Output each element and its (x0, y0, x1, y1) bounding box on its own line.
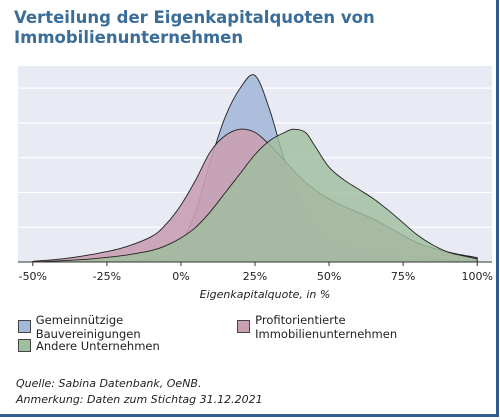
legend-item-gemeinnuetzige[interactable]: Gemeinnützige Bauvereinigungen (18, 313, 227, 341)
x-tick-label-4: 50% (317, 270, 341, 283)
chart-title: Verteilung der Eigenkapitalquoten von Im… (14, 8, 375, 47)
density-areas (32, 74, 478, 263)
legend-item-andere[interactable]: Andere Unternehmen (18, 339, 160, 353)
legend-swatch-andere (18, 339, 31, 352)
legend-label-profitorientierte: Profitorientierte Immobilienunternehmen (255, 312, 398, 341)
x-axis-label: Eigenkapitalquote, in % (200, 288, 331, 301)
source-note: Quelle: Sabina Datenbank, OeNB. (16, 377, 202, 390)
legend-label-gemeinnuetzige: Gemeinnützige Bauvereinigungen (35, 312, 141, 341)
x-tick-label-6: 100% (461, 270, 492, 283)
x-tick-label-1: -25% (93, 270, 121, 283)
legend-label-andere: Andere Unternehmen (36, 338, 160, 353)
legend-row-2: Andere Unternehmen (18, 336, 496, 355)
legend-row-1: Gemeinnützige Bauvereinigungen Profitori… (18, 313, 496, 341)
x-tick-label-5: 75% (391, 270, 415, 283)
legend-item-profitorientierte[interactable]: Profitorientierte Immobilienunternehmen (237, 313, 486, 341)
remark-note: Anmerkung: Daten zum Stichtag 31.12.2021 (16, 393, 263, 406)
legend: Gemeinnützige Bauvereinigungen Profitori… (18, 313, 496, 355)
area-series-andere (32, 128, 478, 263)
legend-swatch-profitorientierte (237, 320, 251, 333)
x-tick-label-0: -50% (19, 270, 47, 283)
x-axis-ticks: -50% -25% 0% 25% 50% 75% 100% (19, 262, 493, 283)
chart-svg: -50% -25% 0% 25% 50% 75% 100% Eigenkapitalquot… (18, 66, 493, 301)
x-tick-label-2: 0% (172, 270, 189, 283)
legend-swatch-gemeinnuetzige (18, 320, 31, 333)
x-tick-label-3: 25% (243, 270, 267, 283)
